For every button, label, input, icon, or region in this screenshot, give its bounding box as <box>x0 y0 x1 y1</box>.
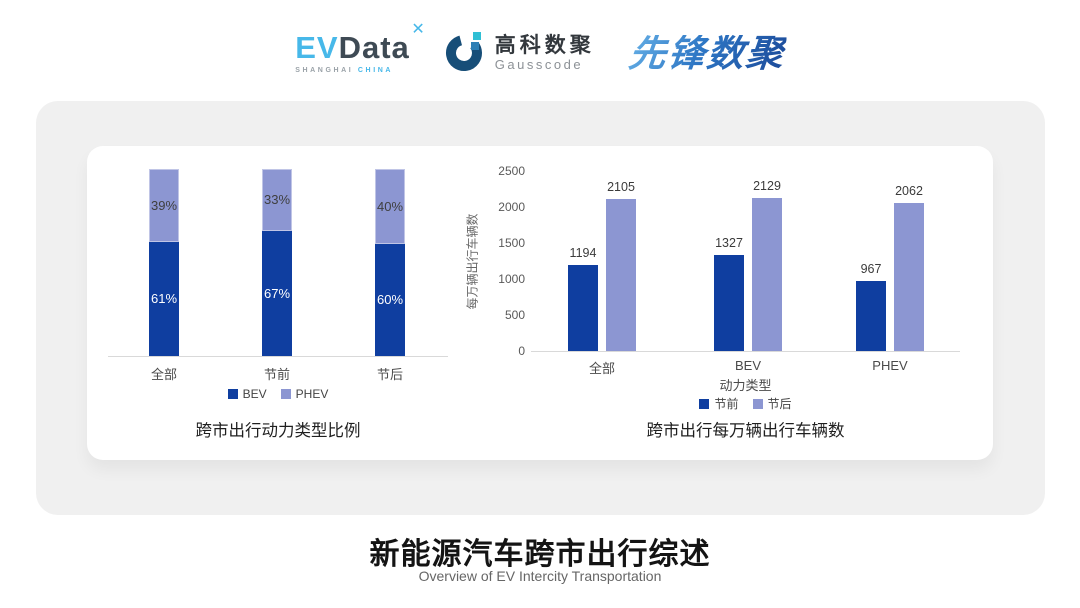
legend-swatch <box>280 389 291 399</box>
evdata-ev-text: EV <box>295 30 339 65</box>
evdata-china-text: CHINA <box>357 67 394 74</box>
gausscode-ring-icon <box>444 30 486 77</box>
y-tick-label: 500 <box>504 308 525 322</box>
legend-swatch <box>227 389 238 399</box>
value-label: 2062 <box>895 183 923 198</box>
chart-card-outer: 61% 39% 67% 33% 60% 40% 全部 节前 节后 BEV PHEV 跨市出行动力… <box>36 101 1045 515</box>
legend-swatch <box>752 398 763 409</box>
bar-节前 <box>568 265 598 351</box>
value-label: 1327 <box>715 236 743 251</box>
y-tick-label: 2000 <box>498 200 525 214</box>
value-label: 967 <box>860 262 882 277</box>
evdata-data-text: Data <box>338 30 410 65</box>
evdata-wordmark: EVData ✕ <box>295 22 425 65</box>
stacked-bar-chart: 61% 39% 67% 33% 60% 40% 全部 节前 节后 BEV PHEV 跨市出行动力… <box>87 146 993 460</box>
bar-segment-phev: 40% <box>375 169 405 244</box>
left-chart-title: 跨市出行动力类型比例 <box>195 422 361 440</box>
value-label: 2129 <box>753 178 781 193</box>
category-label: 全部 <box>588 361 615 376</box>
evdata-shanghai-text: SHANGHAI <box>295 67 354 74</box>
segment-label: 33% <box>263 192 291 208</box>
bar-segment-phev: 33% <box>262 169 292 231</box>
evdata-subtext: SHANGHAI CHINA <box>295 67 393 74</box>
segment-label: 40% <box>376 198 404 214</box>
bar-segment-bev: 67% <box>262 230 292 356</box>
legend-label: 节后 <box>767 397 792 411</box>
chart-card-inner: 61% 39% 67% 33% 60% 40% 全部 节前 节后 BEV PHEV 跨市出行动力… <box>87 146 993 460</box>
category-label: 全部 <box>150 367 177 382</box>
y-tick-label: 0 <box>518 344 525 358</box>
category-label: 节后 <box>376 367 403 382</box>
bar-segment-phev: 39% <box>149 169 179 242</box>
segment-label: 61% <box>150 291 178 307</box>
grouped-bar-chart: 0 500 1000 1500 2000 2500 每万辆出行车辆数 1194 2105 13… <box>87 146 993 460</box>
category-label: BEV <box>734 358 761 373</box>
legend-label: 节前 <box>714 397 739 411</box>
bar-segment-bev: 61% <box>149 241 179 356</box>
y-tick-label: 2500 <box>498 164 525 178</box>
bar-节后 <box>606 199 636 351</box>
value-label: 2105 <box>607 180 635 195</box>
segment-label: 60% <box>376 292 404 308</box>
y-tick-label: 1000 <box>498 272 525 286</box>
evdata-logo: EVData ✕ SHANGHAI CHINA <box>295 22 425 75</box>
legend-item: BEV <box>227 387 267 401</box>
gausscode-cn-text: 高科数聚 <box>494 33 595 57</box>
bar-segment-bev: 60% <box>375 243 405 356</box>
legend-item: 节前 <box>699 395 739 412</box>
left-legend: BEV PHEV <box>108 387 448 401</box>
gausscode-text: 高科数聚 Gausscode <box>495 34 595 72</box>
category-label: PHEV <box>872 358 908 373</box>
right-legend: 节前 节后 <box>531 395 960 412</box>
legend-swatch <box>699 398 710 409</box>
legend-item: PHEV <box>280 387 329 401</box>
legend-label: BEV <box>242 387 267 401</box>
gausscode-logo: 高科数聚 Gausscode <box>444 30 595 77</box>
y-tick-label: 1500 <box>498 236 525 250</box>
bar-节前 <box>856 281 886 351</box>
segment-label: 67% <box>263 285 291 301</box>
right-x-axis-line <box>531 351 960 352</box>
bar-节后 <box>894 202 924 351</box>
left-x-axis-line <box>108 356 448 357</box>
evdata-star-icon: ✕ <box>411 21 426 38</box>
right-x-axis-title: 动力类型 <box>719 378 772 393</box>
right-y-axis-title: 每万辆出行车辆数 <box>465 213 480 310</box>
legend-item: 节后 <box>752 395 792 412</box>
bar-节后 <box>752 197 782 351</box>
legend-label: PHEV <box>295 387 329 401</box>
xianfeng-logo: 先锋数聚 <box>626 32 787 74</box>
category-label: 节前 <box>263 367 290 382</box>
bar-节前 <box>714 255 744 351</box>
segment-label: 39% <box>150 197 178 213</box>
page-title: 新能源汽车跨市出行综述 <box>369 538 711 571</box>
right-chart-title: 跨市出行每万辆出行车辆数 <box>646 422 845 440</box>
page-subtitle: Overview of EV Intercity Transportation <box>418 568 662 584</box>
gausscode-en-text: Gausscode <box>494 56 584 72</box>
value-label: 1194 <box>569 246 597 261</box>
logo-header: EVData ✕ SHANGHAI CHINA 高科数聚 Gausscode <box>0 18 1080 88</box>
